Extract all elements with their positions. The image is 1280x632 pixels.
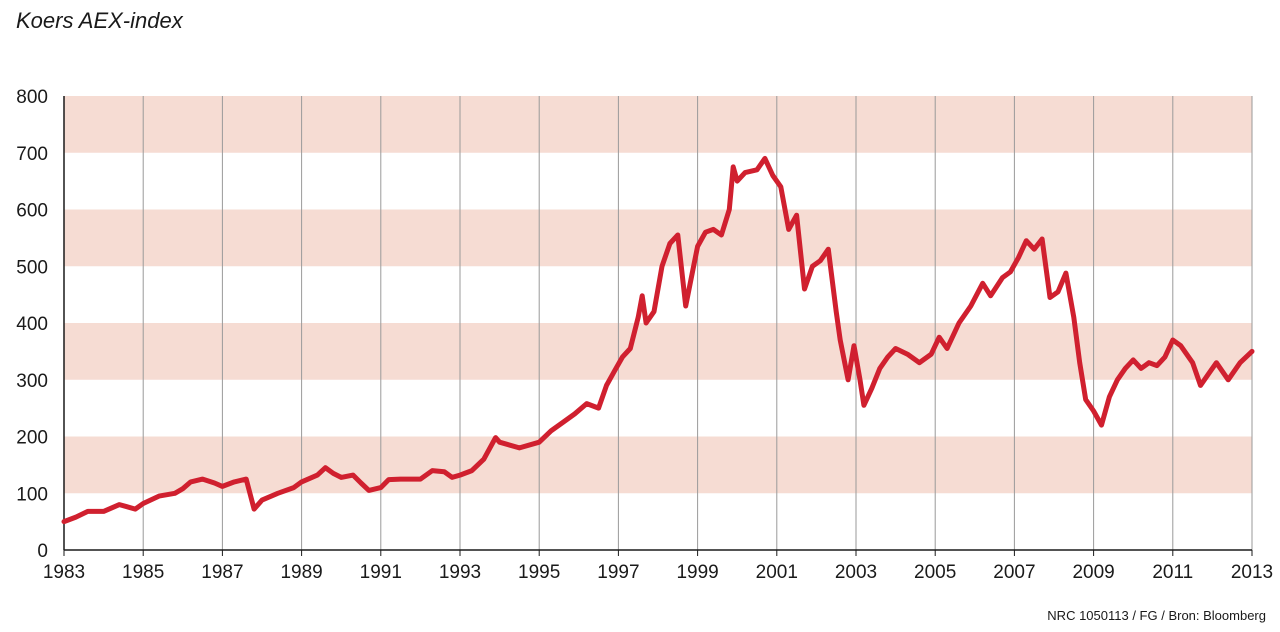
x-tick-1989: 1989 <box>280 562 322 583</box>
x-tick-2011: 2011 <box>1152 562 1193 583</box>
x-tick-2007: 2007 <box>993 562 1035 583</box>
y-tick-400: 400 <box>16 314 48 335</box>
y-tick-600: 600 <box>16 201 48 222</box>
y-tick-800: 800 <box>16 87 48 108</box>
y-tick-0: 0 <box>37 541 48 562</box>
x-tick-1995: 1995 <box>518 562 560 583</box>
y-tick-700: 700 <box>16 144 48 165</box>
y-tick-200: 200 <box>16 428 48 449</box>
x-tick-1993: 1993 <box>439 562 481 583</box>
x-tick-1985: 1985 <box>122 562 164 583</box>
x-tick-2005: 2005 <box>914 562 956 583</box>
axes <box>63 96 1252 551</box>
x-tick-1987: 1987 <box>201 562 243 583</box>
band-2 <box>64 209 1252 267</box>
x-tick-1997: 1997 <box>597 562 639 583</box>
horizontal-bands <box>64 96 1252 494</box>
x-tick-1983: 1983 <box>43 562 85 583</box>
y-tick-300: 300 <box>16 371 48 392</box>
y-tick-100: 100 <box>16 484 48 505</box>
y-tick-labels: 0 100 200 300 400 500 600 700 800 <box>16 87 48 562</box>
x-tick-2009: 2009 <box>1072 562 1114 583</box>
y-tick-500: 500 <box>16 257 48 278</box>
x-tick-2003: 2003 <box>835 562 877 583</box>
x-tick-labels: 1983 1985 1987 1989 1991 1993 1995 1997 1999 2001… <box>43 550 1273 583</box>
chart-title: Koers AEX-index <box>16 8 183 33</box>
x-tick-2013: 2013 <box>1231 562 1273 583</box>
band-0 <box>64 436 1252 494</box>
source-note: NRC 1050113 / FG / Bron: Bloomberg <box>1047 608 1266 623</box>
vertical-gridlines <box>142 96 1253 550</box>
x-tick-1991: 1991 <box>360 562 402 583</box>
band-3 <box>64 96 1252 153</box>
x-tick-1999: 1999 <box>676 562 718 583</box>
band-1 <box>64 323 1252 380</box>
series-line-aex <box>61 155 1255 525</box>
x-tick-2001: 2001 <box>756 562 798 583</box>
